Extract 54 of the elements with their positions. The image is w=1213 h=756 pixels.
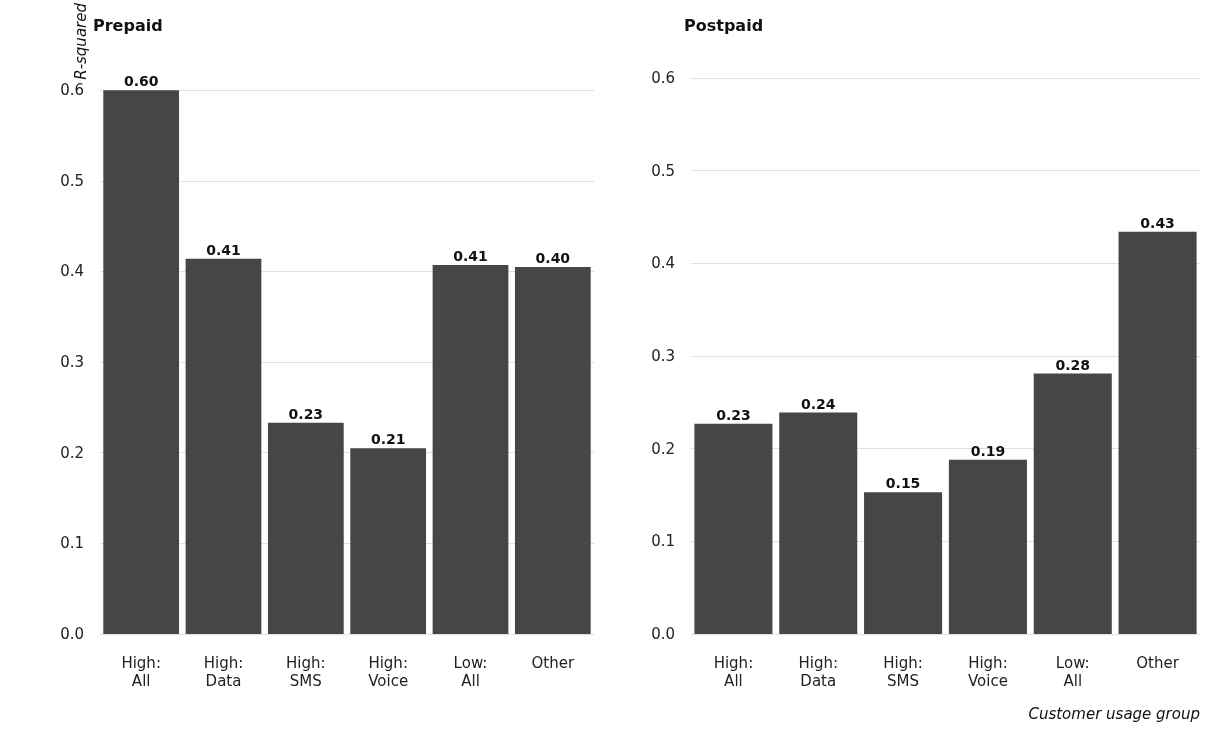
x-tick-label: High: Voice <box>368 654 409 690</box>
y-tick-label: 0.2 <box>60 443 84 462</box>
bar <box>432 265 509 634</box>
data-label: 0.41 <box>453 248 488 265</box>
y-tick-label: 0.1 <box>60 534 84 553</box>
y-tick-label: 0.0 <box>60 625 84 643</box>
x-tick-label: High: All <box>713 654 754 690</box>
y-tick-label: 0.3 <box>651 347 675 365</box>
x-tick-label: High: All <box>121 654 161 690</box>
bar <box>185 258 262 634</box>
x-tick-label: High: SMS <box>286 654 326 690</box>
bar <box>864 492 943 634</box>
bar <box>694 423 773 634</box>
y-tick-label: 0.3 <box>60 353 84 372</box>
x-tick-label: High: Data <box>203 654 244 690</box>
x-tick-label: High: Data <box>798 654 839 690</box>
bar <box>267 422 344 634</box>
x-axis-title: Customer usage group <box>1028 704 1200 723</box>
y-tick-label: 0.4 <box>651 254 675 273</box>
y-tick-label: 0.0 <box>651 625 675 643</box>
data-label: 0.43 <box>1140 214 1175 231</box>
data-label: 0.28 <box>1055 356 1091 373</box>
data-label: 0.60 <box>123 73 159 90</box>
y-tick-label: 0.2 <box>651 439 675 458</box>
data-label: 0.15 <box>885 475 921 492</box>
data-label: 0.21 <box>370 431 406 448</box>
y-tick-label: 0.5 <box>60 171 84 190</box>
data-label: 0.41 <box>206 241 241 258</box>
bar <box>103 90 180 634</box>
bar <box>948 459 1027 634</box>
y-tick-label: 0.5 <box>651 161 675 180</box>
bar <box>1033 373 1112 634</box>
data-label: 0.23 <box>288 405 324 422</box>
x-tick-label: High: Voice <box>967 654 1008 690</box>
bar <box>350 448 427 634</box>
bar <box>514 266 591 634</box>
x-tick-label: Other <box>1136 654 1180 672</box>
data-label: 0.19 <box>970 442 1006 459</box>
y-tick-label: 0.6 <box>60 81 84 100</box>
x-tick-label: Other <box>531 654 575 672</box>
x-tick-label: High: SMS <box>883 654 923 690</box>
chart-title: Postpaid <box>684 15 764 35</box>
data-label: 0.23 <box>716 406 751 423</box>
x-tick-label: Low: All <box>1055 654 1090 690</box>
y-axis-title: R-squared <box>71 2 90 80</box>
data-label: 0.40 <box>535 249 571 266</box>
y-tick-label: 0.4 <box>60 262 84 281</box>
x-tick-label: Low: All <box>453 654 488 690</box>
bar <box>779 412 858 634</box>
data-label: 0.24 <box>800 395 836 412</box>
chart-title: Prepaid <box>93 15 163 35</box>
bar <box>1118 231 1197 634</box>
y-tick-label: 0.6 <box>651 69 675 87</box>
y-tick-label: 0.1 <box>651 532 675 551</box>
